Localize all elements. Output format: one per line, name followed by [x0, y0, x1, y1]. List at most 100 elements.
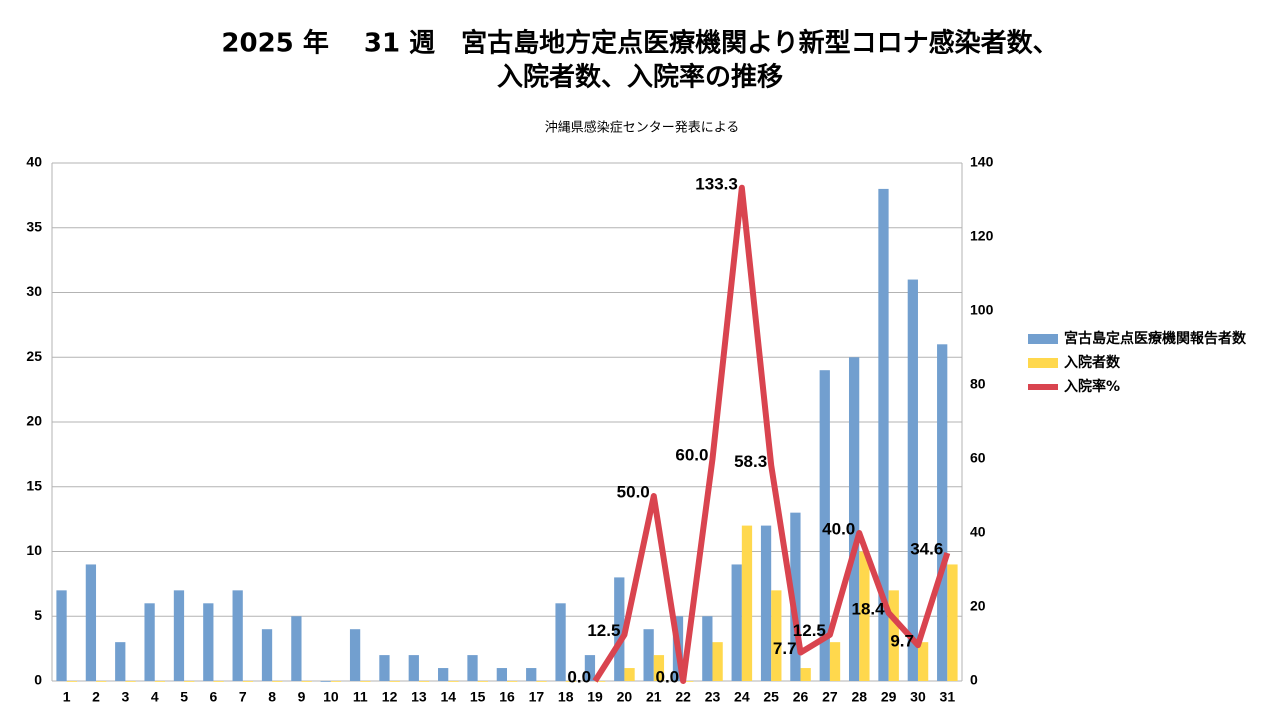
bar	[272, 681, 283, 682]
x-tick-label: 29	[881, 689, 897, 705]
x-tick-label: 24	[734, 689, 750, 705]
bar	[448, 681, 459, 682]
x-tick-label: 7	[239, 689, 247, 705]
bar	[526, 668, 537, 681]
bar	[379, 655, 390, 681]
bar	[232, 590, 243, 681]
x-tick-label: 22	[675, 689, 691, 705]
bar	[937, 344, 948, 681]
x-tick-label: 6	[210, 689, 218, 705]
x-tick-label: 17	[529, 689, 545, 705]
bar	[301, 681, 312, 682]
bar	[624, 668, 635, 681]
bar	[643, 629, 654, 681]
bar	[712, 642, 723, 681]
x-tick-label: 3	[121, 689, 129, 705]
bar	[96, 681, 107, 682]
x-tick-label: 2	[92, 689, 100, 705]
y-tick-label: 30	[26, 283, 42, 299]
x-tick-label: 1	[63, 689, 71, 705]
bar	[859, 551, 870, 681]
bar	[360, 681, 371, 682]
bar	[184, 681, 195, 682]
x-tick-label: 14	[441, 689, 457, 705]
bar	[584, 655, 596, 681]
data-label: 0.0	[655, 667, 679, 686]
bar	[173, 590, 185, 681]
bar	[203, 603, 214, 681]
y2-tick-label: 20	[970, 598, 986, 614]
x-tick-label: 11	[353, 689, 368, 705]
y-tick-label: 15	[26, 477, 42, 493]
bar	[507, 681, 518, 682]
bar	[800, 668, 811, 681]
bar	[496, 668, 507, 681]
bar	[213, 681, 224, 682]
bar	[320, 681, 331, 682]
y-tick-label: 20	[26, 413, 42, 429]
legend-label: 入院率%	[1064, 378, 1120, 395]
bar	[418, 681, 430, 682]
bar	[438, 668, 449, 681]
y-tick-label: 10	[26, 542, 42, 558]
x-tick-label: 19	[587, 689, 603, 705]
x-tick-label: 15	[470, 689, 486, 705]
x-tick-label: 13	[411, 689, 427, 705]
chart-title: 2025 年 31 週 宮古島地方定点医療機関より新型コロナ感染者数、	[221, 28, 1058, 59]
data-label: 9.7	[890, 632, 914, 651]
data-label: 12.5	[587, 621, 620, 640]
y-tick-label: 25	[26, 348, 42, 364]
bar	[947, 564, 958, 681]
bar	[330, 681, 342, 682]
bar	[536, 681, 547, 682]
y-tick-label: 0	[34, 672, 42, 688]
y-tick-label: 5	[34, 607, 42, 623]
data-label: 34.6	[910, 539, 943, 558]
x-tick-label: 26	[793, 689, 809, 705]
bar	[614, 577, 625, 681]
bar	[389, 681, 400, 682]
data-label: 40.0	[822, 519, 855, 538]
bar	[66, 681, 77, 682]
x-tick-label: 25	[763, 689, 779, 705]
y2-tick-label: 60	[970, 450, 986, 466]
bar	[242, 681, 254, 682]
bar	[760, 525, 772, 681]
bar	[595, 681, 606, 682]
x-tick-label: 20	[617, 689, 633, 705]
bar	[565, 681, 576, 682]
bar	[349, 629, 361, 681]
line-series	[592, 184, 951, 684]
data-label: 133.3	[695, 174, 738, 193]
x-tick-label: 18	[558, 689, 574, 705]
bar	[144, 603, 155, 681]
bar	[907, 279, 918, 681]
bar	[888, 590, 899, 681]
legend-swatch	[1028, 334, 1058, 344]
y2-tick-label: 0	[970, 672, 978, 688]
chart-subtitle: 沖縄県感染症センター発表による	[545, 120, 740, 136]
bar	[125, 681, 136, 682]
legend-swatch	[1028, 358, 1058, 368]
bar	[829, 642, 841, 681]
data-label: 0.0	[567, 667, 591, 686]
x-tick-label: 30	[910, 689, 926, 705]
y2-tick-label: 80	[970, 376, 986, 392]
legend-label: 宮古島定点医療機関報告者数	[1064, 330, 1247, 347]
bar	[653, 655, 665, 681]
x-tick-label: 31	[940, 689, 956, 705]
bar	[261, 629, 273, 681]
x-tick-label: 16	[499, 689, 515, 705]
bar	[819, 370, 830, 681]
bar	[917, 642, 929, 681]
bar	[477, 681, 488, 682]
data-label: 7.7	[773, 639, 797, 658]
bar	[56, 590, 67, 681]
bar	[848, 357, 860, 681]
data-label: 60.0	[675, 445, 708, 464]
x-tick-label: 12	[382, 689, 398, 705]
x-tick-label: 27	[822, 689, 838, 705]
bar	[702, 616, 713, 681]
bar	[731, 564, 742, 681]
